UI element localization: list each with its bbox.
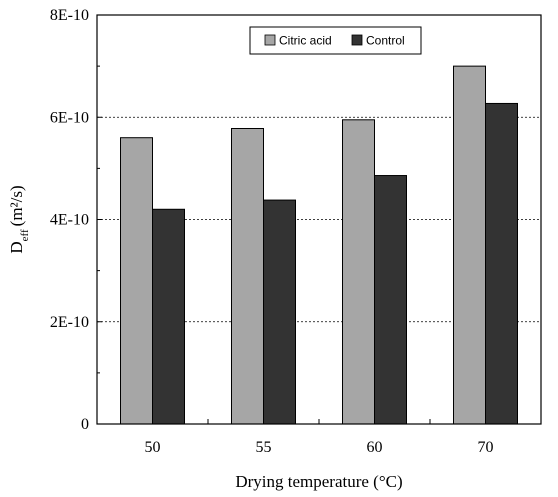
legend-box	[249, 26, 422, 55]
x-tick-label: 70	[478, 439, 494, 456]
y-axis-title-main: D	[7, 241, 26, 253]
x-tick-label: 50	[145, 439, 161, 456]
legend-label: Control	[366, 34, 405, 48]
legend-swatch	[351, 34, 363, 46]
bar-citric-acid	[231, 127, 264, 425]
legend-label: Citric acid	[279, 34, 332, 48]
x-axis-title: Drying temperature (°C)	[235, 472, 402, 491]
y-tick-label: 8E-10	[50, 7, 89, 24]
legend-swatch	[264, 34, 276, 46]
y-tick-label: 6E-10	[50, 109, 89, 126]
y-tick-label: 4E-10	[50, 212, 89, 229]
x-tick-label: 55	[256, 439, 272, 456]
bar-citric-acid	[342, 119, 375, 425]
bar-citric-acid	[120, 137, 153, 425]
bar-control	[374, 175, 407, 425]
y-tick-label: 2E-10	[50, 314, 89, 331]
bar-control	[263, 199, 296, 425]
y-axis: 0 2E-10 4E-10 6E-10 8E-10	[50, 7, 102, 433]
y-axis-title: Deff (m²/s)	[7, 185, 31, 253]
y-axis-title-sub: eff	[19, 229, 31, 241]
x-tick-label: 60	[367, 439, 383, 456]
bar-control	[152, 208, 185, 425]
y-tick-label: 0	[81, 416, 89, 433]
bars	[120, 65, 518, 425]
bar-control	[485, 102, 518, 425]
bar-citric-acid	[453, 65, 486, 425]
legend: Citric acid Control	[249, 26, 422, 55]
y-axis-title-unit: (m²/s)	[7, 185, 26, 226]
x-axis: 50 55 60 70	[145, 419, 494, 456]
